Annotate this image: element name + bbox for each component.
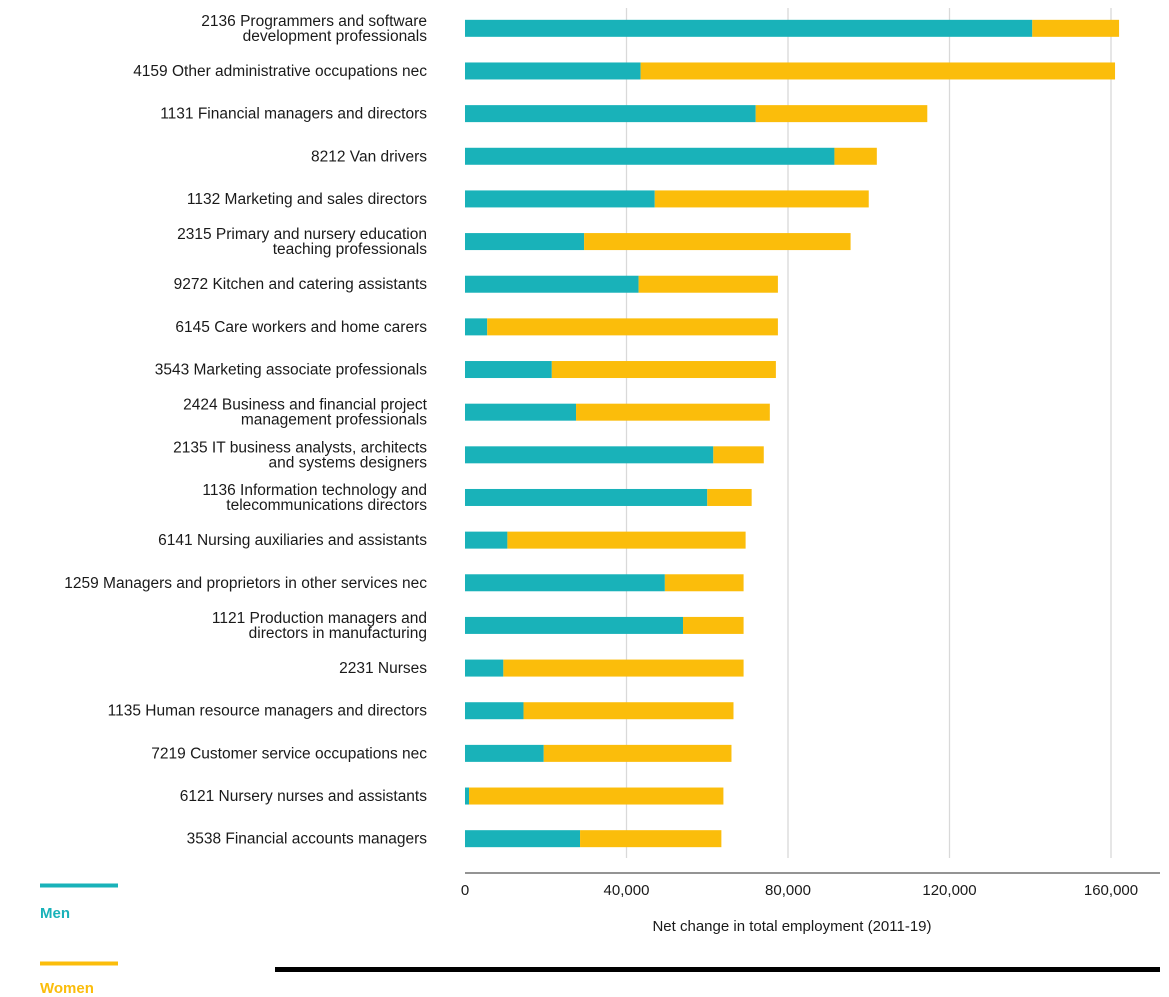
bar-segment-women — [523, 702, 734, 720]
bar-segment-men — [465, 233, 585, 251]
category-label: 2315 Primary and nursery education teachi… — [177, 226, 427, 258]
bar-segment-women — [551, 361, 776, 379]
bar-segment-women — [707, 488, 752, 506]
category-labels: 2136 Programmers and software development… — [64, 13, 427, 848]
bar-segment-men — [465, 446, 714, 464]
category-label: 1132 Marketing and sales directors — [187, 191, 427, 208]
bar-segment-men — [465, 147, 835, 165]
bar-segment-women — [487, 318, 778, 336]
x-tick-label: 160,000 — [1084, 882, 1138, 899]
bar-segment-men — [465, 659, 504, 677]
bar-segment-women — [469, 787, 724, 805]
bar-segment-women — [638, 275, 778, 293]
bar-segment-women — [834, 147, 877, 165]
category-label: 4159 Other administrative occupations ne… — [133, 63, 427, 80]
bar-segment-women — [713, 446, 764, 464]
bar-segment-women — [580, 830, 722, 848]
bar-segment-men — [465, 787, 470, 805]
x-tick-label: 0 — [461, 882, 469, 899]
bar-segment-men — [465, 361, 552, 379]
category-label: 2231 Nurses — [339, 660, 427, 677]
category-label: 9272 Kitchen and catering assistants — [174, 276, 428, 293]
x-tick-label: 80,000 — [765, 882, 811, 899]
bar-segment-women — [654, 190, 869, 208]
bar-segment-men — [465, 702, 524, 720]
bar-segment-women — [1032, 19, 1120, 37]
bar-segment-men — [465, 19, 1033, 37]
bar-segment-men — [465, 616, 684, 634]
category-label: 1121 Production managers and directors in… — [212, 610, 427, 642]
bar-segment-men — [465, 318, 488, 336]
bar-segment-women — [640, 62, 1116, 80]
bar-segment-women — [584, 233, 851, 251]
category-label: 6145 Care workers and home carers — [175, 319, 427, 336]
x-axis-title: Net change in total employment (2011-19) — [652, 918, 931, 935]
category-label: 3543 Marketing associate professionals — [155, 362, 428, 379]
bar-segment-men — [465, 190, 655, 208]
legend: Men Women — [40, 883, 118, 997]
category-label: 1131 Financial managers and directors — [160, 106, 427, 123]
bar-segment-women — [507, 531, 746, 549]
category-label: 1135 Human resource managers and directo… — [108, 703, 428, 720]
category-label: 2136 Programmers and software development… — [201, 13, 427, 45]
bar-segment-men — [465, 531, 508, 549]
bar-segment-men — [465, 62, 641, 80]
bar-segment-men — [465, 744, 544, 762]
category-label: 6141 Nursing auxiliaries and assistants — [158, 532, 427, 549]
category-label: 2135 IT business analysts, architects and… — [173, 439, 427, 471]
category-label: 3538 Financial accounts managers — [187, 831, 428, 848]
bar-segment-women — [755, 105, 928, 123]
bar-segment-women — [683, 616, 744, 634]
legend-label-women: Women — [40, 980, 94, 997]
x-tick-label: 40,000 — [604, 882, 650, 899]
category-label: 6121 Nursery nurses and assistants — [180, 788, 428, 805]
bar-segment-men — [465, 105, 756, 123]
x-tick-labels: 0 40,000 80,000 120,000 160,000 — [461, 882, 1138, 899]
category-label: 7219 Customer service occupations nec — [151, 745, 427, 762]
bars — [465, 19, 1120, 848]
gridlines — [625, 8, 1112, 858]
category-label: 2424 Business and financial project manag… — [183, 397, 428, 429]
bar-segment-women — [664, 574, 744, 592]
bar-segment-men — [465, 574, 665, 592]
x-tick-label: 120,000 — [922, 882, 976, 899]
category-label: 1259 Managers and proprietors in other s… — [64, 575, 427, 592]
bar-segment-women — [543, 744, 732, 762]
bar-segment-men — [465, 275, 639, 293]
bar-segment-men — [465, 830, 581, 848]
category-label: 8212 Van drivers — [311, 148, 427, 165]
bar-segment-men — [465, 488, 708, 506]
bar-segment-women — [576, 403, 770, 421]
bar-segment-women — [503, 659, 744, 677]
category-label: 1136 Information technology and telecommu… — [202, 482, 427, 514]
bar-segment-men — [465, 403, 577, 421]
legend-label-men: Men — [40, 905, 70, 922]
